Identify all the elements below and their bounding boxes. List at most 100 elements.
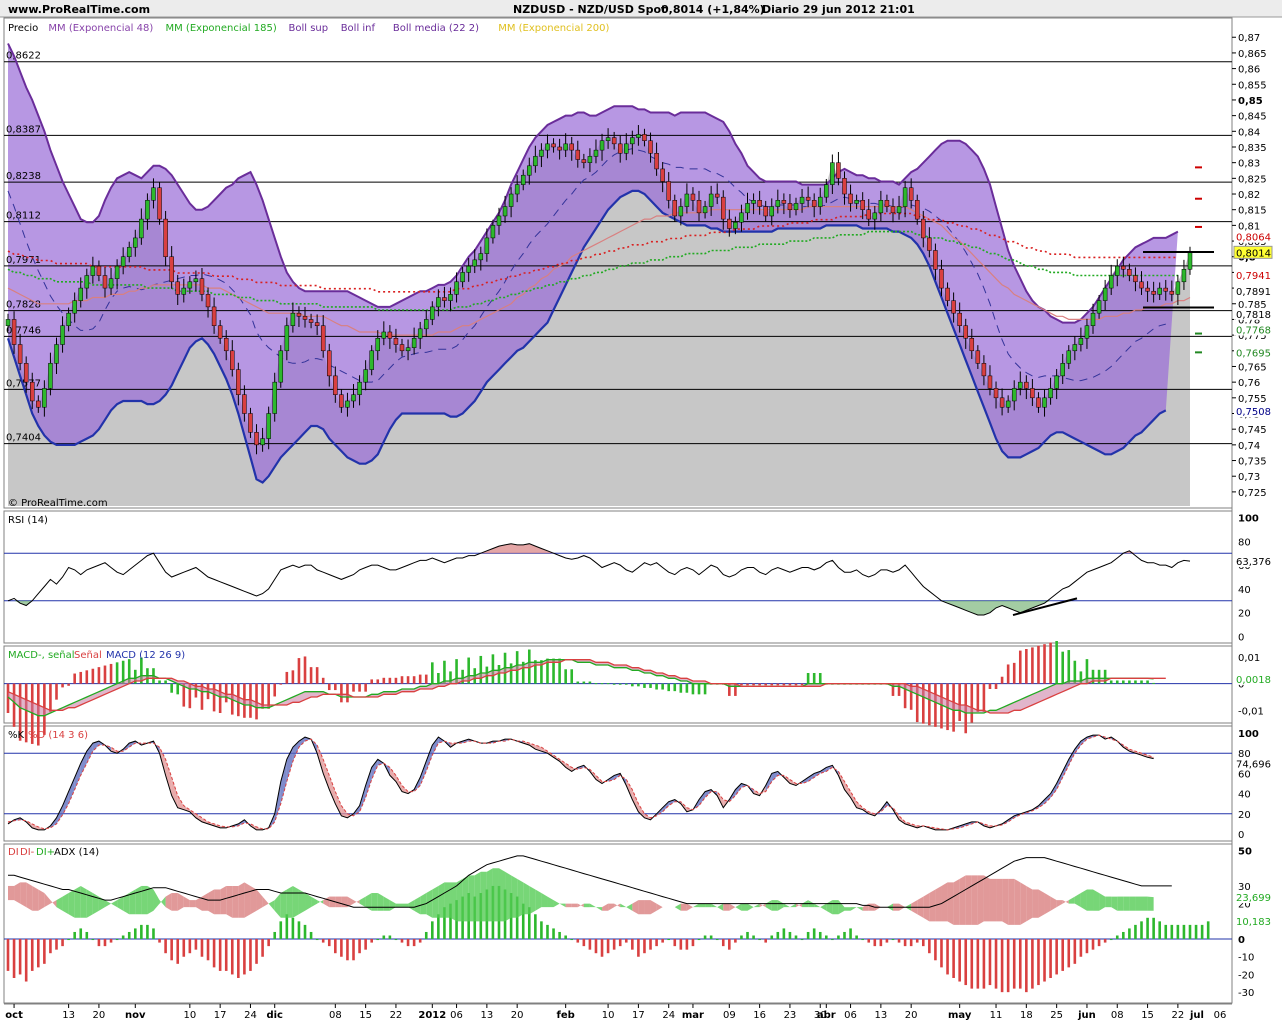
macd-histogram-bar	[770, 683, 774, 686]
candle-down	[242, 394, 247, 414]
macd-histogram-bar	[794, 683, 798, 686]
macd-signal-line	[7, 659, 1166, 714]
price-axis-label: 0,785	[1238, 300, 1267, 311]
macd-histogram-bar	[1031, 647, 1034, 684]
adx-histogram-bar	[885, 939, 889, 943]
di-ribbon	[201, 893, 209, 911]
candle-up	[120, 256, 126, 267]
di-ribbon	[844, 907, 851, 911]
macd-histogram-bar	[12, 683, 16, 727]
adx-histogram-bar	[879, 939, 883, 947]
adx-histogram-bar	[218, 939, 222, 971]
macd-histogram-bar	[655, 683, 658, 690]
di-ribbon	[856, 907, 863, 911]
stochastic-ribbon	[395, 775, 402, 792]
candle-down	[1127, 269, 1132, 276]
macd-legend-item: MACD (12 26 9)	[106, 650, 185, 661]
candle-down	[757, 200, 762, 207]
di-ribbon	[50, 900, 57, 908]
price-axis-label: 0,84	[1238, 127, 1260, 138]
rsi-axis-label: 0	[1238, 632, 1244, 643]
di-ribbon	[929, 889, 936, 922]
candle-up	[114, 265, 120, 279]
macd-histogram-bar	[218, 683, 222, 713]
adx-histogram-bar	[661, 939, 664, 943]
macd-histogram-bar	[431, 662, 434, 684]
macd-histogram-bar	[176, 683, 180, 695]
adx-histogram-bar	[600, 939, 604, 957]
adx-histogram-bar	[315, 939, 319, 941]
macd-histogram-bar	[1073, 660, 1077, 684]
adx-histogram-bar	[831, 939, 834, 941]
candle-down	[302, 316, 308, 320]
price-marker-label: 0,7941	[1236, 271, 1271, 282]
adx-histogram-bar	[18, 939, 22, 975]
price-axis-label: 0,83	[1238, 159, 1260, 170]
macd-histogram-bar	[679, 683, 683, 693]
macd-histogram-bar	[1067, 650, 1071, 684]
adx-histogram-bar	[188, 939, 192, 954]
candle-up	[1066, 350, 1072, 364]
copyright-label: © ProRealTime.com	[8, 498, 108, 509]
candle-up	[751, 200, 756, 204]
macd-legend-item: Señal	[74, 650, 102, 661]
candle-down	[648, 140, 653, 154]
macd-histogram-bar	[812, 673, 816, 684]
di-ribbon	[1099, 893, 1106, 911]
level-label: 0,8238	[6, 171, 41, 182]
x-axis-label: 13	[480, 1010, 493, 1021]
x-axis-label: 06	[1214, 1010, 1227, 1021]
di-ribbon	[814, 903, 821, 908]
di-ribbon	[505, 871, 512, 922]
di-ribbon	[983, 875, 990, 922]
adx-histogram-bar	[249, 939, 252, 971]
x-axis-label: 22	[390, 1010, 403, 1021]
candle-up	[1090, 312, 1096, 326]
adx-histogram-bar	[1031, 939, 1034, 989]
macd-histogram-bar	[764, 683, 767, 686]
adx-histogram-bar	[24, 939, 28, 982]
adx-histogram-bar	[1200, 924, 1204, 940]
macd-histogram-bar	[406, 676, 410, 684]
adx-histogram-bar	[994, 939, 998, 989]
adx-histogram-bar	[85, 931, 89, 940]
x-axis-label: 10	[602, 1010, 615, 1021]
macd-histogram-bar	[1079, 671, 1083, 684]
x-axis-label: 2012	[418, 1010, 446, 1021]
candle-up	[533, 156, 538, 167]
candle-up	[181, 287, 187, 295]
di-ribbon	[541, 893, 548, 908]
stochastic-ribbon	[686, 807, 693, 812]
adx-histogram-bar	[279, 921, 283, 940]
di-ribbon	[1014, 878, 1021, 925]
di-ribbon	[626, 903, 633, 911]
macd-histogram-bar	[49, 683, 52, 712]
adx-histogram-bar	[655, 939, 658, 947]
candle-up	[72, 300, 77, 314]
candle-down	[908, 187, 914, 201]
di-ribbon	[717, 903, 724, 911]
adx-histogram-bar	[297, 921, 301, 940]
di-ribbon	[438, 882, 445, 918]
candle-up	[1060, 363, 1065, 377]
macd-axis-label: 0,01	[1238, 653, 1260, 664]
price-axis-label: 0,755	[1238, 394, 1267, 405]
candle-up	[605, 137, 611, 141]
x-axis-label: 20	[905, 1010, 918, 1021]
di-ribbon	[377, 893, 384, 911]
candle-down	[175, 281, 180, 295]
adx-legend-item: DI-	[20, 847, 35, 858]
stochastic-legend-item: %K	[8, 730, 25, 741]
price-axis-label: 0,74	[1238, 441, 1260, 452]
x-axis-label: 24	[244, 1010, 257, 1021]
x-axis-label: 20	[511, 1010, 524, 1021]
x-axis-label: 10	[183, 1010, 196, 1021]
adx-histogram-bar	[903, 939, 907, 947]
candle-up	[436, 297, 441, 308]
adx-histogram-bar	[915, 939, 919, 943]
adx-histogram-bar	[61, 939, 64, 947]
di-ribbon	[426, 889, 433, 918]
macd-histogram-bar	[1025, 649, 1028, 684]
di-ribbon	[1008, 878, 1015, 925]
